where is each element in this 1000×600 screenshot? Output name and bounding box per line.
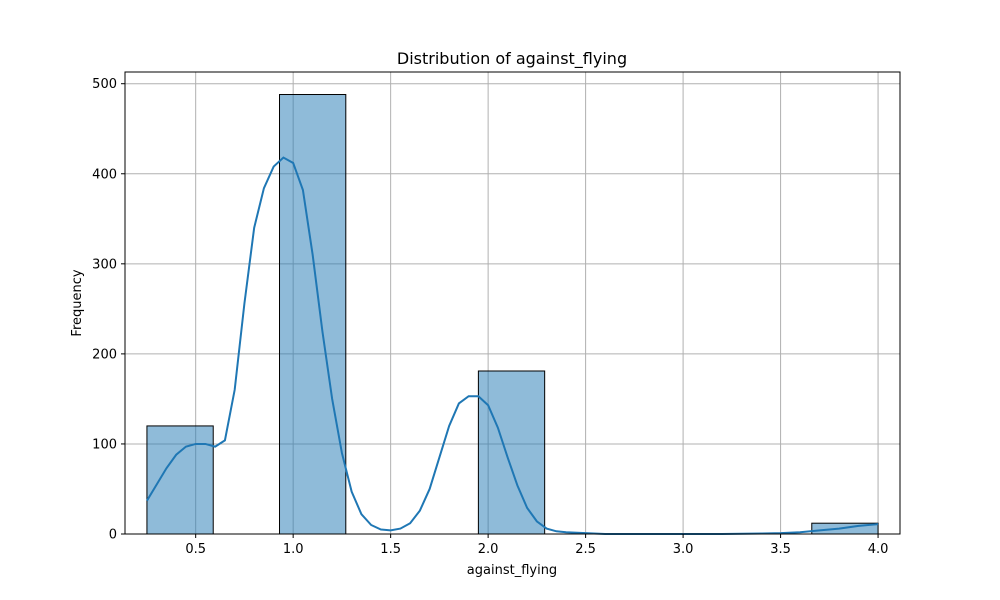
histogram-bar [477,370,546,535]
y-tick-label: 200 [92,347,117,362]
x-axis-ticks: 0.5 1.0 1.5 2.0 2.5 3.0 3.5 4.0 [185,534,888,557]
chart-title: Distribution of against_flying [397,49,627,69]
y-axis-ticks: 0 100 200 300 400 500 [92,77,125,543]
y-tick-label: 100 [92,437,117,452]
y-tick-label: 400 [92,167,117,182]
grid [125,72,900,535]
y-tick-label: 500 [92,77,117,92]
x-axis-label: against_flying [467,563,557,578]
x-tick-label: 0.5 [185,542,206,557]
x-tick-label: 1.0 [283,542,304,557]
x-tick-label: 3.5 [770,542,791,557]
x-tick-label: 1.5 [380,542,401,557]
x-tick-label: 4.0 [868,542,889,557]
histogram-bar [279,94,347,535]
y-tick-label: 300 [92,257,117,272]
x-tick-label: 3.0 [673,542,694,557]
x-tick-label: 2.0 [478,542,499,557]
y-axis-label: Frequency [70,269,85,336]
histogram-bar [146,425,214,535]
x-tick-label: 2.5 [575,542,596,557]
y-tick-label: 0 [109,528,117,543]
plot-frame [124,71,901,535]
histogram-bars [146,94,879,535]
